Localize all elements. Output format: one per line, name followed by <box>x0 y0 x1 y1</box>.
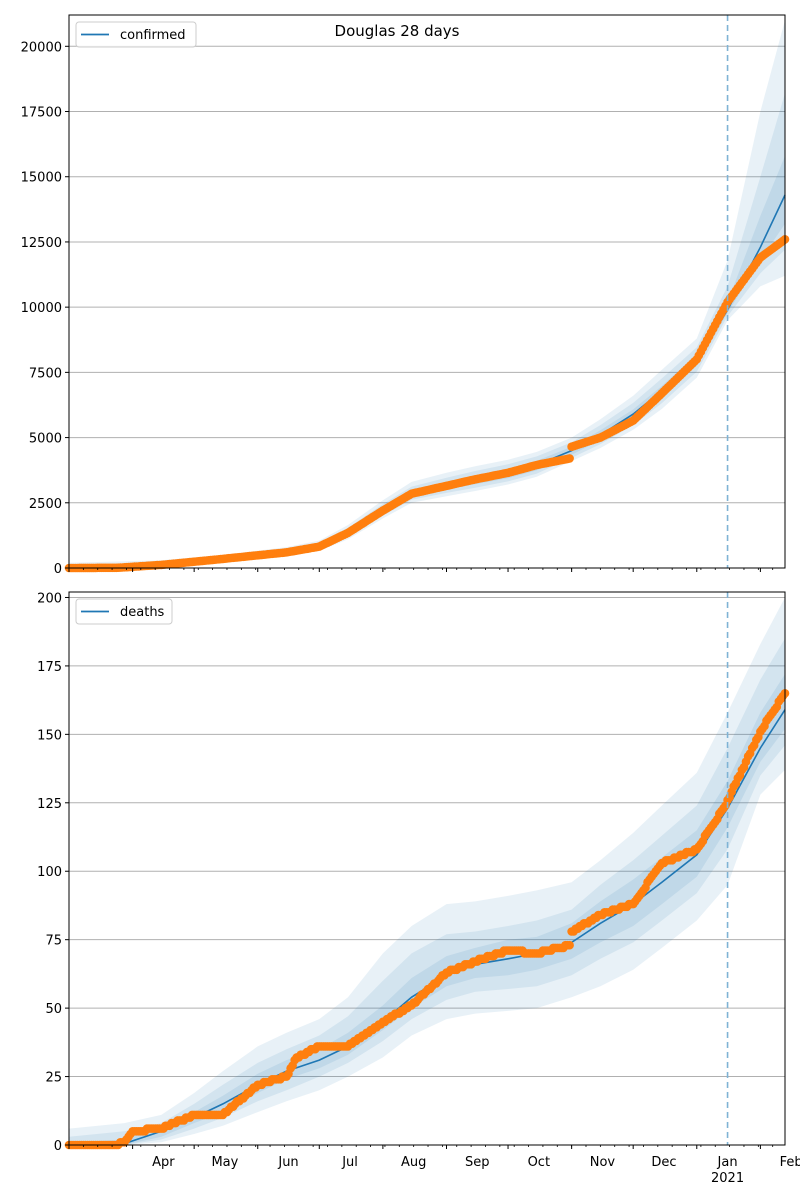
ytick-label-4: 100 <box>37 865 62 880</box>
plot-frame <box>68 591 786 1146</box>
xtick-label-oct: Oct <box>528 1155 550 1170</box>
xtick-label-sep: Sep <box>465 1155 490 1170</box>
ytick-label-8: 200 <box>37 591 62 606</box>
legend: confirmed <box>75 21 197 48</box>
legend-label: confirmed <box>120 28 186 43</box>
xtick-label-nov: Nov <box>590 1155 616 1170</box>
ytick-label-5: 12500 <box>21 236 62 251</box>
xtick-label-feb: Feb <box>780 1155 800 1170</box>
ytick-label-2: 5000 <box>29 432 62 447</box>
observed-points <box>64 235 790 573</box>
observed-point-244 <box>565 454 574 463</box>
xtick-label-may: May <box>211 1155 238 1170</box>
xtick-label-jul: Jul <box>341 1155 358 1170</box>
confidence-band-0 <box>69 597 785 1145</box>
xtick-label-jan: Jan <box>717 1155 738 1170</box>
deaths-panel: 0 25 50 75 100 125 150 175 200 Apr May Jun Jul Aug Sep… <box>37 591 800 1186</box>
ytick-label-0: 0 <box>54 1139 62 1154</box>
xtick-label-dec: Dec <box>651 1155 676 1170</box>
plot-frame <box>68 14 786 569</box>
ytick-label-3: 7500 <box>29 366 62 381</box>
observed-points <box>64 689 790 1150</box>
ytick-label-1: 25 <box>45 1071 62 1086</box>
confidence-band-2 <box>69 674 785 1145</box>
ytick-label-7: 175 <box>37 660 62 675</box>
xtick-label-jun: Jun <box>277 1155 298 1170</box>
ytick-label-5: 125 <box>37 797 62 812</box>
xtick-year-label: 2021 <box>711 1171 744 1186</box>
ytick-label-2: 50 <box>45 1002 62 1017</box>
legend: deaths <box>75 598 173 625</box>
legend-box <box>75 21 197 48</box>
ytick-label-7: 17500 <box>21 106 62 121</box>
xtick-label-aug: Aug <box>401 1155 426 1170</box>
ytick-label-8: 20000 <box>21 40 62 55</box>
ytick-label-3: 75 <box>45 934 62 949</box>
legend-box <box>75 598 173 625</box>
legend-label: deaths <box>120 605 165 620</box>
ytick-label-4: 10000 <box>21 301 62 316</box>
ytick-label-6: 150 <box>37 728 62 743</box>
ytick-label-6: 15000 <box>21 171 62 186</box>
figure-title: Douglas 28 days <box>335 22 460 40</box>
confirmed-panel: 0 2500 5000 7500 10000 12500 15000 17500 20000 co… <box>21 14 790 577</box>
xtick-label-apr: Apr <box>152 1155 175 1170</box>
ytick-label-1: 2500 <box>29 497 62 512</box>
ytick-label-0: 0 <box>54 562 62 577</box>
observed-point-244 <box>565 940 574 950</box>
